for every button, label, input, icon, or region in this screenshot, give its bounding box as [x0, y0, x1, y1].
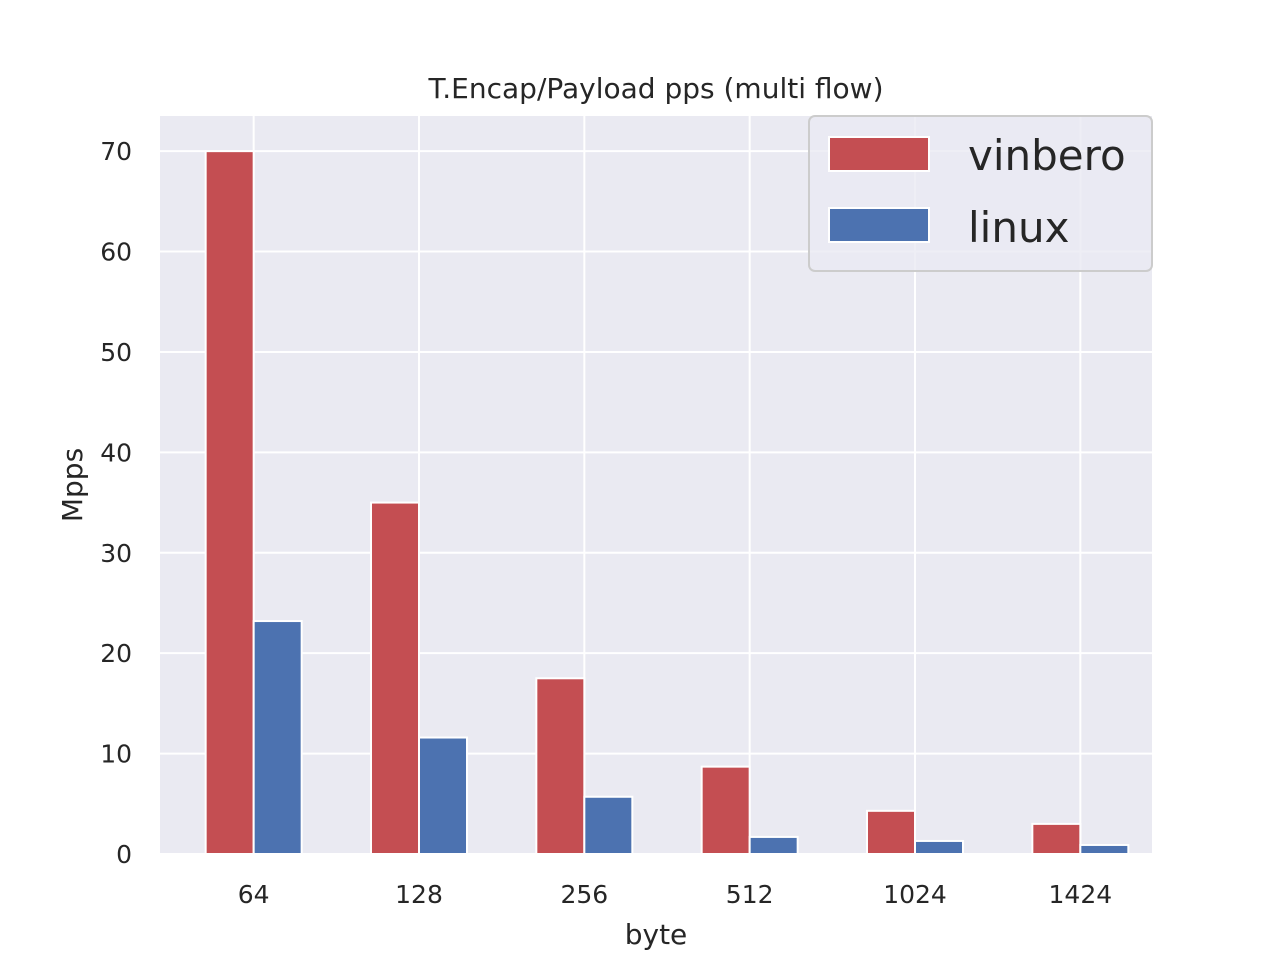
- bar-linux-64: [252, 620, 303, 855]
- bars: [204, 150, 1130, 856]
- bar-linux-128: [418, 736, 468, 856]
- bar-linux-256: [583, 795, 634, 855]
- bar-linux-512: [748, 835, 799, 855]
- x-axis-label: byte: [625, 918, 688, 951]
- legend-swatch-vinbero: [828, 136, 930, 172]
- x-tick-label: 256: [560, 880, 608, 909]
- y-tick-label: 30: [100, 539, 132, 568]
- y-tick-label: 50: [100, 338, 132, 367]
- x-tick-label: 128: [395, 880, 443, 909]
- y-tick-label: 70: [100, 137, 132, 166]
- bar-vinbero-1424: [1031, 822, 1082, 856]
- bar-vinbero-128: [370, 501, 420, 855]
- legend-swatch-linux: [828, 207, 930, 243]
- y-tick-label: 60: [100, 238, 132, 267]
- legend-label-vinbero: vinbero: [968, 131, 1126, 180]
- y-tick-label: 40: [100, 438, 132, 467]
- bar-vinbero-256: [535, 677, 586, 855]
- bar-vinbero-64: [204, 150, 255, 855]
- x-tick-label: 1024: [883, 880, 947, 909]
- legend: vinbero linux: [808, 115, 1153, 272]
- axis-ticks: 0 10 20 30 40 50 60 70 64 128 256 512 1024 1424: [100, 137, 1112, 909]
- bar-linux-1024: [914, 839, 964, 856]
- x-tick-label: 1424: [1049, 880, 1113, 909]
- chart-title: T.Encap/Payload pps (multi flow): [428, 72, 884, 105]
- y-tick-label: 0: [116, 840, 132, 869]
- x-tick-label: 512: [726, 880, 774, 909]
- bar-vinbero-512: [700, 765, 751, 855]
- bar-linux-1424: [1079, 843, 1130, 855]
- y-axis-label: Mpps: [56, 448, 89, 522]
- y-tick-label: 10: [100, 740, 132, 769]
- legend-label-linux: linux: [968, 203, 1069, 252]
- x-tick-label: 64: [238, 880, 270, 909]
- y-tick-label: 20: [100, 639, 132, 668]
- bar-vinbero-1024: [866, 809, 916, 855]
